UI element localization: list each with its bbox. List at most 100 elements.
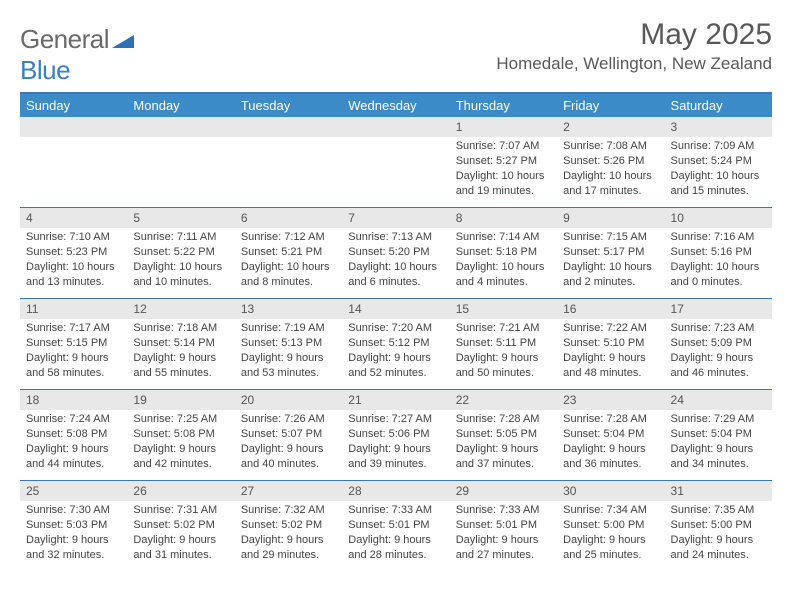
cell-body: [235, 137, 342, 143]
sunrise-text: Sunrise: 7:10 AM: [26, 230, 121, 245]
daylight-text: Daylight: 10 hours and 6 minutes.: [348, 260, 443, 290]
day-number: 8: [450, 208, 557, 228]
sunset-text: Sunset: 5:09 PM: [671, 336, 766, 351]
daylight-text: Daylight: 9 hours and 24 minutes.: [671, 533, 766, 563]
daylight-text: Daylight: 9 hours and 52 minutes.: [348, 351, 443, 381]
sunrise-text: Sunrise: 7:26 AM: [241, 412, 336, 427]
calendar-cell: 19Sunrise: 7:25 AMSunset: 5:08 PMDayligh…: [127, 390, 234, 480]
cell-body: [127, 137, 234, 143]
daylight-text: Daylight: 9 hours and 40 minutes.: [241, 442, 336, 472]
logo-text-gray: General: [20, 24, 109, 54]
sunrise-text: Sunrise: 7:27 AM: [348, 412, 443, 427]
cell-body: Sunrise: 7:27 AMSunset: 5:06 PMDaylight:…: [342, 410, 449, 475]
daylight-text: Daylight: 9 hours and 31 minutes.: [133, 533, 228, 563]
calendar-cell: [20, 117, 127, 207]
daylight-text: Daylight: 10 hours and 10 minutes.: [133, 260, 228, 290]
weeks-container: 1Sunrise: 7:07 AMSunset: 5:27 PMDaylight…: [20, 117, 772, 571]
daylight-text: Daylight: 10 hours and 15 minutes.: [671, 169, 766, 199]
daylight-text: Daylight: 9 hours and 55 minutes.: [133, 351, 228, 381]
calendar-cell: 20Sunrise: 7:26 AMSunset: 5:07 PMDayligh…: [235, 390, 342, 480]
sunset-text: Sunset: 5:02 PM: [241, 518, 336, 533]
day-number: 9: [557, 208, 664, 228]
sunset-text: Sunset: 5:05 PM: [456, 427, 551, 442]
daylight-text: Daylight: 9 hours and 28 minutes.: [348, 533, 443, 563]
sunrise-text: Sunrise: 7:20 AM: [348, 321, 443, 336]
logo-text: General Blue: [20, 24, 134, 86]
day-number: 23: [557, 390, 664, 410]
day-of-week-thursday: Thursday: [450, 94, 557, 117]
daylight-text: Daylight: 10 hours and 13 minutes.: [26, 260, 121, 290]
day-number: 18: [20, 390, 127, 410]
daylight-text: Daylight: 10 hours and 19 minutes.: [456, 169, 551, 199]
cell-body: Sunrise: 7:35 AMSunset: 5:00 PMDaylight:…: [665, 501, 772, 566]
day-number: 1: [450, 117, 557, 137]
cell-body: Sunrise: 7:13 AMSunset: 5:20 PMDaylight:…: [342, 228, 449, 293]
day-number: 22: [450, 390, 557, 410]
sunrise-text: Sunrise: 7:08 AM: [563, 139, 658, 154]
sunset-text: Sunset: 5:17 PM: [563, 245, 658, 260]
sunset-text: Sunset: 5:23 PM: [26, 245, 121, 260]
day-of-week-sunday: Sunday: [20, 94, 127, 117]
sunset-text: Sunset: 5:04 PM: [563, 427, 658, 442]
daylight-text: Daylight: 10 hours and 17 minutes.: [563, 169, 658, 199]
day-number: 21: [342, 390, 449, 410]
sunrise-text: Sunrise: 7:17 AM: [26, 321, 121, 336]
cell-body: Sunrise: 7:10 AMSunset: 5:23 PMDaylight:…: [20, 228, 127, 293]
calendar-cell: 15Sunrise: 7:21 AMSunset: 5:11 PMDayligh…: [450, 299, 557, 389]
cell-body: Sunrise: 7:30 AMSunset: 5:03 PMDaylight:…: [20, 501, 127, 566]
calendar-cell: 1Sunrise: 7:07 AMSunset: 5:27 PMDaylight…: [450, 117, 557, 207]
day-number: 29: [450, 481, 557, 501]
calendar-cell: 7Sunrise: 7:13 AMSunset: 5:20 PMDaylight…: [342, 208, 449, 298]
cell-body: Sunrise: 7:09 AMSunset: 5:24 PMDaylight:…: [665, 137, 772, 202]
day-number: 13: [235, 299, 342, 319]
calendar-cell: 8Sunrise: 7:14 AMSunset: 5:18 PMDaylight…: [450, 208, 557, 298]
day-number: 6: [235, 208, 342, 228]
daylight-text: Daylight: 9 hours and 34 minutes.: [671, 442, 766, 472]
week-row: 1Sunrise: 7:07 AMSunset: 5:27 PMDaylight…: [20, 117, 772, 207]
calendar-cell: 29Sunrise: 7:33 AMSunset: 5:01 PMDayligh…: [450, 481, 557, 571]
day-number: 30: [557, 481, 664, 501]
daylight-text: Daylight: 9 hours and 58 minutes.: [26, 351, 121, 381]
cell-body: Sunrise: 7:28 AMSunset: 5:04 PMDaylight:…: [557, 410, 664, 475]
sunrise-text: Sunrise: 7:09 AM: [671, 139, 766, 154]
day-of-week-tuesday: Tuesday: [235, 94, 342, 117]
sunset-text: Sunset: 5:00 PM: [563, 518, 658, 533]
cell-body: Sunrise: 7:21 AMSunset: 5:11 PMDaylight:…: [450, 319, 557, 384]
calendar-cell: 10Sunrise: 7:16 AMSunset: 5:16 PMDayligh…: [665, 208, 772, 298]
daylight-text: Daylight: 10 hours and 0 minutes.: [671, 260, 766, 290]
sunrise-text: Sunrise: 7:28 AM: [563, 412, 658, 427]
sunrise-text: Sunrise: 7:14 AM: [456, 230, 551, 245]
sunrise-text: Sunrise: 7:13 AM: [348, 230, 443, 245]
day-of-week-row: SundayMondayTuesdayWednesdayThursdayFrid…: [20, 94, 772, 117]
sunset-text: Sunset: 5:06 PM: [348, 427, 443, 442]
calendar-cell: 13Sunrise: 7:19 AMSunset: 5:13 PMDayligh…: [235, 299, 342, 389]
calendar-cell: 3Sunrise: 7:09 AMSunset: 5:24 PMDaylight…: [665, 117, 772, 207]
day-number: 31: [665, 481, 772, 501]
week-row: 4Sunrise: 7:10 AMSunset: 5:23 PMDaylight…: [20, 207, 772, 298]
sunset-text: Sunset: 5:14 PM: [133, 336, 228, 351]
sunrise-text: Sunrise: 7:28 AM: [456, 412, 551, 427]
calendar-cell: 21Sunrise: 7:27 AMSunset: 5:06 PMDayligh…: [342, 390, 449, 480]
day-number: 24: [665, 390, 772, 410]
cell-body: Sunrise: 7:20 AMSunset: 5:12 PMDaylight:…: [342, 319, 449, 384]
week-row: 25Sunrise: 7:30 AMSunset: 5:03 PMDayligh…: [20, 480, 772, 571]
cell-body: Sunrise: 7:16 AMSunset: 5:16 PMDaylight:…: [665, 228, 772, 293]
sunrise-text: Sunrise: 7:23 AM: [671, 321, 766, 336]
day-number: 26: [127, 481, 234, 501]
sunset-text: Sunset: 5:20 PM: [348, 245, 443, 260]
calendar-cell: 12Sunrise: 7:18 AMSunset: 5:14 PMDayligh…: [127, 299, 234, 389]
calendar-cell: 24Sunrise: 7:29 AMSunset: 5:04 PMDayligh…: [665, 390, 772, 480]
daylight-text: Daylight: 10 hours and 4 minutes.: [456, 260, 551, 290]
cell-body: Sunrise: 7:15 AMSunset: 5:17 PMDaylight:…: [557, 228, 664, 293]
week-row: 18Sunrise: 7:24 AMSunset: 5:08 PMDayligh…: [20, 389, 772, 480]
cell-body: Sunrise: 7:29 AMSunset: 5:04 PMDaylight:…: [665, 410, 772, 475]
day-number: 4: [20, 208, 127, 228]
day-number: [235, 117, 342, 137]
sunrise-text: Sunrise: 7:33 AM: [456, 503, 551, 518]
sunrise-text: Sunrise: 7:24 AM: [26, 412, 121, 427]
calendar-cell: 9Sunrise: 7:15 AMSunset: 5:17 PMDaylight…: [557, 208, 664, 298]
calendar-cell: 30Sunrise: 7:34 AMSunset: 5:00 PMDayligh…: [557, 481, 664, 571]
calendar-cell: 6Sunrise: 7:12 AMSunset: 5:21 PMDaylight…: [235, 208, 342, 298]
calendar-cell: 23Sunrise: 7:28 AMSunset: 5:04 PMDayligh…: [557, 390, 664, 480]
day-number: 16: [557, 299, 664, 319]
